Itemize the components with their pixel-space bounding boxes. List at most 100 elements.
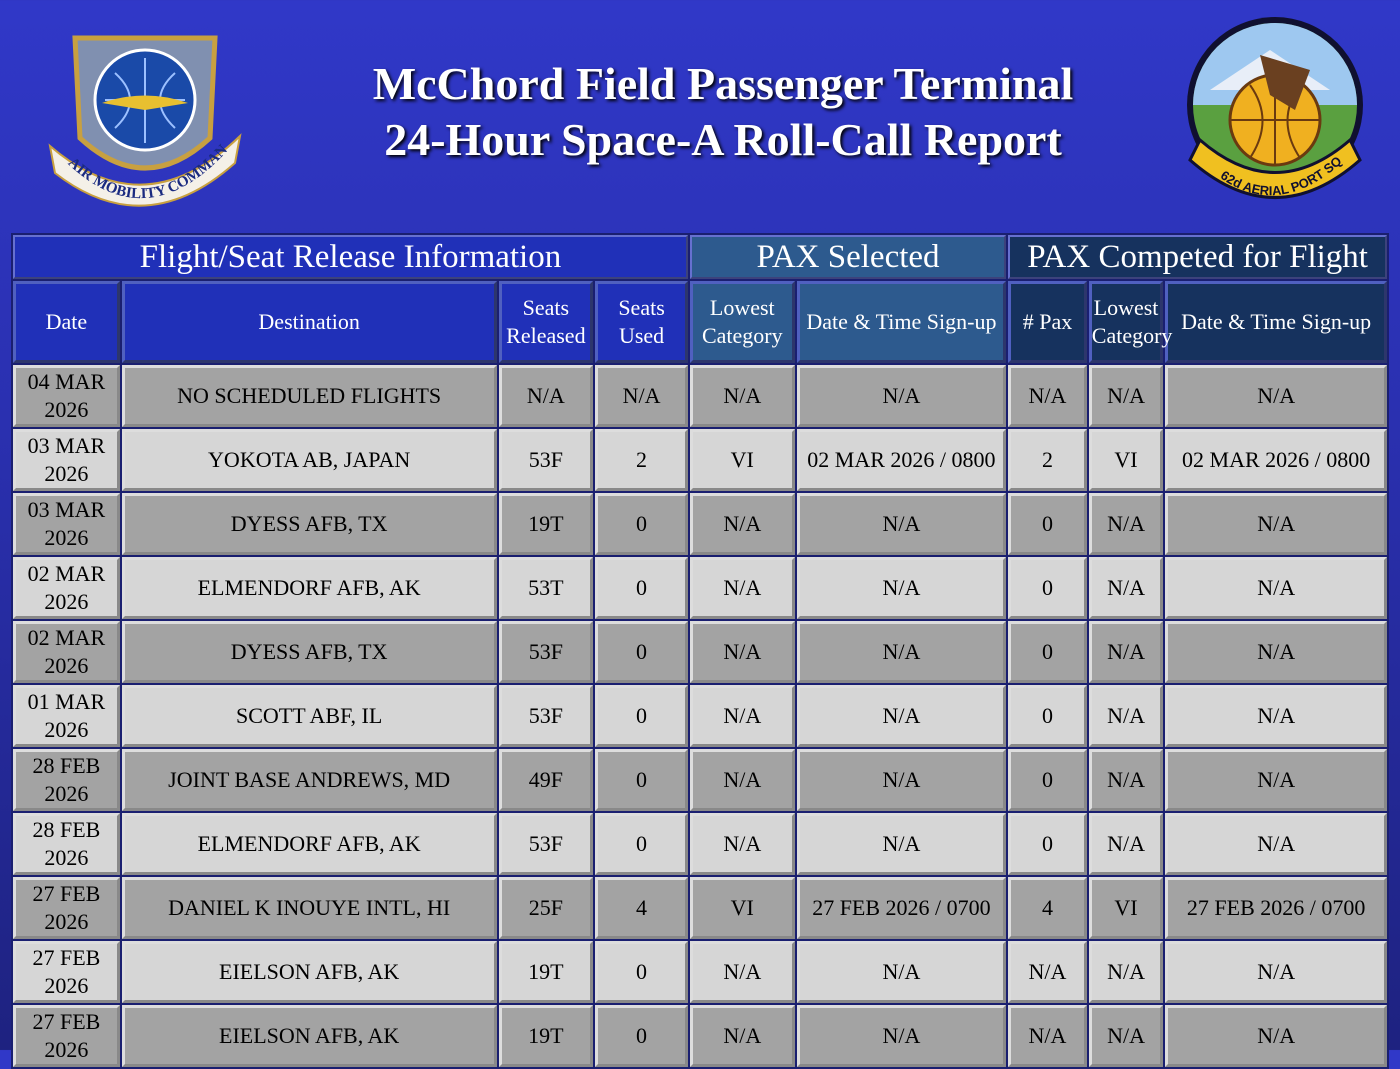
- table-cell: 0: [595, 493, 688, 555]
- table-cell: 0: [1008, 557, 1087, 619]
- table-cell: N/A: [689, 1005, 795, 1067]
- column-header: Lowest Category: [1088, 281, 1172, 363]
- table-row: 27 FEB 2026 EIELSON AFB, AK 19T 0 N/A N/A N/A N…: [13, 941, 1387, 1003]
- table-cell: 19T: [498, 493, 594, 555]
- table-cell: 0: [595, 621, 688, 683]
- table-cell: 19T: [498, 941, 594, 1003]
- table-cell: ELMENDORF AFB, AK: [121, 557, 497, 619]
- table-cell: 25F: [498, 877, 594, 939]
- table-cell: 27 FEB 2026 / 0700: [1165, 877, 1387, 939]
- table-cell: N/A: [1088, 493, 1164, 555]
- table-cell: N/A: [689, 941, 795, 1003]
- table-row: 01 MAR 2026 SCOTT ABF, IL 53F 0 N/A N/A 0 N/A N/…: [13, 685, 1387, 747]
- table-cell: 53F: [498, 685, 594, 747]
- table-cell: 0: [595, 749, 688, 811]
- table-cell: JOINT BASE ANDREWS, MD: [121, 749, 497, 811]
- table-cell: 0: [595, 1005, 688, 1067]
- table-cell: VI: [1088, 877, 1164, 939]
- table-cell: N/A: [796, 365, 1007, 427]
- table-cell: 27 FEB 2026: [13, 941, 120, 1003]
- title-line: 24-Hour Space-A Roll-Call Report: [384, 114, 1062, 165]
- table-cell: N/A: [796, 749, 1007, 811]
- table-cell: N/A: [689, 621, 795, 683]
- table-cell: 27 FEB 2026 / 0700: [796, 877, 1007, 939]
- table-cell: 53F: [498, 621, 594, 683]
- table-cell: YOKOTA AB, JAPAN: [121, 429, 497, 491]
- aps-logo: 62d AERIAL PORT SQ: [1187, 17, 1363, 199]
- table-cell: N/A: [689, 493, 795, 555]
- table-cell: 53F: [498, 813, 594, 875]
- table-row: 28 FEB 2026 ELMENDORF AFB, AK 53F 0 N/A N/A 0 N…: [13, 813, 1387, 875]
- table-cell: 0: [1008, 685, 1087, 747]
- table-row: 02 MAR 2026 DYESS AFB, TX 53F 0 N/A N/A 0 N/A N/…: [13, 621, 1387, 683]
- table-cell: EIELSON AFB, AK: [121, 1005, 497, 1067]
- table-cell: N/A: [1008, 365, 1087, 427]
- table-cell: N/A: [1165, 493, 1387, 555]
- table-cell: NO SCHEDULED FLIGHTS: [121, 365, 497, 427]
- table-cell: 2: [595, 429, 688, 491]
- table-cell: 53F: [498, 429, 594, 491]
- group-header: PAX Competed for Flight: [1008, 235, 1387, 279]
- table-cell: 0: [1008, 493, 1087, 555]
- table-cell: DYESS AFB, TX: [121, 493, 497, 555]
- table-cell: ELMENDORF AFB, AK: [121, 813, 497, 875]
- column-header: Date & Time Sign-up: [796, 281, 1007, 363]
- table-cell: VI: [1088, 429, 1164, 491]
- table-cell: N/A: [1088, 813, 1164, 875]
- column-header: Destination: [121, 281, 497, 363]
- table-cell: 4: [1008, 877, 1087, 939]
- table-cell: N/A: [796, 1005, 1007, 1067]
- table-cell: N/A: [1088, 941, 1164, 1003]
- table-cell: VI: [689, 429, 795, 491]
- table-cell: 28 FEB 2026: [13, 813, 120, 875]
- table-cell: 19T: [498, 1005, 594, 1067]
- table-cell: 02 MAR 2026: [13, 557, 120, 619]
- table-cell: DYESS AFB, TX: [121, 621, 497, 683]
- table-cell: 28 FEB 2026: [13, 749, 120, 811]
- table-cell: N/A: [796, 621, 1007, 683]
- group-header: PAX Selected: [689, 235, 1007, 279]
- table-cell: 27 FEB 2026: [13, 1005, 120, 1067]
- table-cell: 02 MAR 2026 / 0800: [1165, 429, 1387, 491]
- title: McChord Field Passenger Terminal 24-Hour…: [300, 56, 1146, 168]
- table-cell: N/A: [689, 685, 795, 747]
- column-header-row: Date Destination Seats Released Seats Used L…: [13, 281, 1387, 363]
- table-row: 28 FEB 2026 JOINT BASE ANDREWS, MD 49F 0 N/A…: [13, 749, 1387, 811]
- table-cell: 0: [595, 557, 688, 619]
- table-cell: N/A: [1165, 557, 1387, 619]
- table-cell: 0: [595, 685, 688, 747]
- table-cell: EIELSON AFB, AK: [121, 941, 497, 1003]
- table-cell: 49F: [498, 749, 594, 811]
- table-row: 03 MAR 2026 DYESS AFB, TX 19T 0 N/A N/A 0 N/A N/…: [13, 493, 1387, 555]
- table-cell: DANIEL K INOUYE INTL, HI: [121, 877, 497, 939]
- title-line: McChord Field Passenger Terminal: [372, 58, 1074, 109]
- table-cell: SCOTT ABF, IL: [121, 685, 497, 747]
- table-cell: N/A: [1088, 365, 1164, 427]
- table-cell: N/A: [498, 365, 594, 427]
- table-cell: N/A: [1088, 557, 1164, 619]
- table-cell: N/A: [1088, 621, 1164, 683]
- column-header: Lowest Category: [689, 281, 795, 363]
- group-header: Flight/Seat Release Information: [13, 235, 688, 279]
- column-header: Seats Used: [595, 281, 688, 363]
- table-cell: N/A: [1088, 749, 1164, 811]
- table-cell: N/A: [595, 365, 688, 427]
- table-cell: N/A: [1165, 621, 1387, 683]
- roll-call-table: Flight/Seat Release Information PAX Sele…: [11, 233, 1389, 1069]
- table-cell: 2: [1008, 429, 1087, 491]
- table-row: 03 MAR 2026 YOKOTA AB, JAPAN 53F 2 VI 02 MAR …: [13, 429, 1387, 491]
- table-row: 27 FEB 2026 EIELSON AFB, AK 19T 0 N/A N/A N/A N…: [13, 1005, 1387, 1067]
- table-cell: N/A: [1165, 685, 1387, 747]
- table-cell: 0: [595, 941, 688, 1003]
- table-cell: 0: [1008, 749, 1087, 811]
- table-cell: N/A: [1165, 941, 1387, 1003]
- table-cell: N/A: [689, 557, 795, 619]
- table-cell: 0: [1008, 621, 1087, 683]
- table-cell: 27 FEB 2026: [13, 877, 120, 939]
- table-cell: N/A: [1165, 365, 1387, 427]
- table-cell: N/A: [1165, 749, 1387, 811]
- table-cell: N/A: [1008, 1005, 1087, 1067]
- table-cell: N/A: [796, 941, 1007, 1003]
- column-header: # Pax: [1008, 281, 1087, 363]
